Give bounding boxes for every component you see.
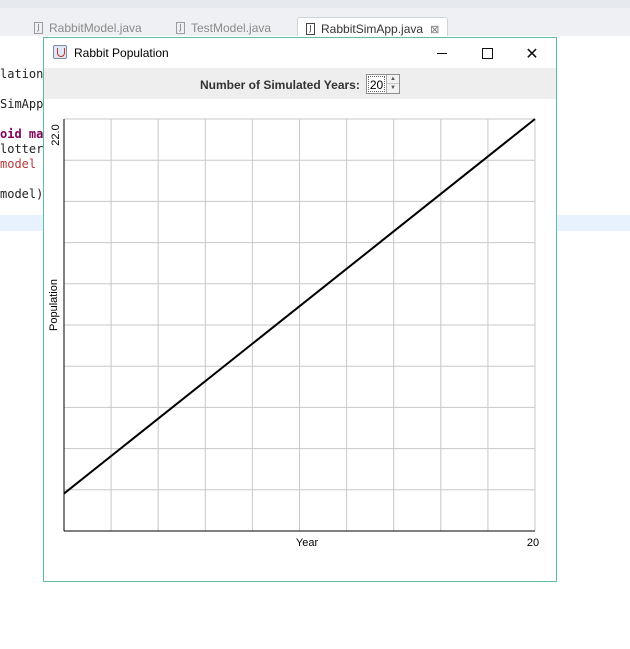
y-tick-label: 22.0 <box>50 124 62 145</box>
y-axis-label: Population <box>48 279 60 331</box>
java-cup-icon <box>53 45 67 59</box>
close-tab-icon[interactable]: ⊠ <box>430 23 440 36</box>
java-file-icon: J <box>176 22 185 34</box>
window-title: Rabbit Population <box>74 46 169 60</box>
code-line: model <box>0 157 37 171</box>
minimize-button[interactable] <box>430 42 454 64</box>
java-file-icon: J <box>306 23 315 35</box>
population-line <box>63 118 536 495</box>
java-file-icon: J <box>34 22 43 34</box>
code-line: model); <box>0 187 51 201</box>
tab-rabbitmodel[interactable]: J RabbitModel.java <box>34 17 142 39</box>
years-spinner-field[interactable]: 20 <box>368 76 385 92</box>
window-titlebar[interactable]: Rabbit Population ✕ <box>44 38 556 68</box>
editor-tab-bar: J RabbitModel.java J TestModel.java J Ra… <box>0 8 630 40</box>
spinner-up-icon[interactable]: ▲ <box>386 75 399 84</box>
x-axis-label: Year <box>296 537 319 549</box>
population-chart: 22.0 Population Year 20 <box>48 118 539 549</box>
tab-rabbitsimapp[interactable]: J RabbitSimApp.java ⊠ <box>297 17 449 40</box>
rabbit-population-window: Rabbit Population ✕ Number of Simulated … <box>43 37 557 582</box>
tab-label: TestModel.java <box>191 21 272 35</box>
chart-grid <box>64 118 536 531</box>
code-line: SimApp <box>0 97 44 111</box>
years-control-panel: Number of Simulated Years: 20 ▲ ▼ <box>44 68 556 99</box>
tab-label: RabbitSimApp.java <box>321 22 424 36</box>
maximize-button[interactable] <box>475 42 499 64</box>
years-spinner[interactable]: 20 ▲ ▼ <box>366 74 400 94</box>
chart-series <box>63 118 536 495</box>
tab-testmodel[interactable]: J TestModel.java <box>176 17 271 39</box>
close-button[interactable]: ✕ <box>525 43 539 63</box>
x-tick-label: 20 <box>527 537 539 549</box>
spinner-down-icon[interactable]: ▼ <box>386 84 399 93</box>
tab-label: RabbitModel.java <box>49 21 142 35</box>
years-label: Number of Simulated Years: <box>200 78 360 92</box>
code-line: lationP <box>0 67 51 81</box>
code-line: lotter <box>0 142 44 156</box>
